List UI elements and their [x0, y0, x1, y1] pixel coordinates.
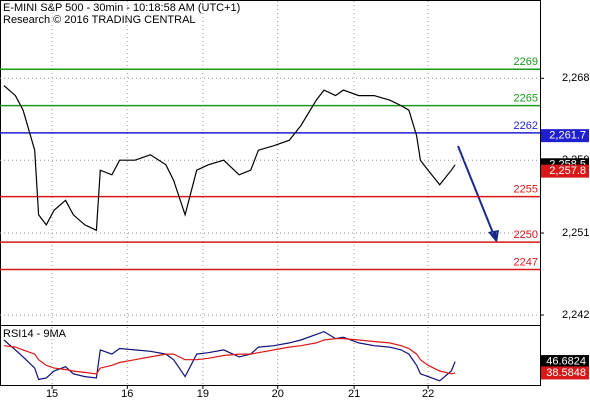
- price-marker: [541, 164, 589, 178]
- series-line: [3, 338, 456, 375]
- chart-subtitle: Research © 2016 TRADING CENTRAL: [3, 14, 196, 26]
- y-tick-label: 2,268: [562, 72, 590, 84]
- price-marker: [541, 355, 589, 369]
- x-tick-label: 19: [197, 388, 209, 400]
- price-marker-label: 2,257.8: [549, 165, 586, 177]
- price-panel: [0, 0, 541, 326]
- price-marker-label: 46.6824: [546, 355, 586, 367]
- x-tick-label: 20: [272, 388, 284, 400]
- price-marker-label: 2,261.7: [549, 130, 586, 142]
- x-tick-label: 21: [348, 388, 360, 400]
- level-label: 2255: [514, 184, 538, 196]
- y-tick-label: 2,251: [562, 227, 590, 239]
- series-line: [3, 330, 456, 382]
- price-marker-label: 38.5848: [546, 367, 586, 379]
- level-label: 2269: [514, 56, 538, 68]
- level-label: 2247: [514, 256, 538, 268]
- level-label: 2250: [514, 229, 538, 241]
- x-tick-label: 16: [121, 388, 133, 400]
- rsi-panel: [0, 325, 541, 386]
- x-tick-label: 22: [422, 388, 434, 400]
- chart-title: E-MINI S&P 500 - 30min - 10:18:58 AM (UT…: [3, 2, 240, 14]
- price-marker: [541, 366, 589, 380]
- projection-arrow: [457, 145, 496, 239]
- level-label: 2262: [514, 120, 538, 132]
- y-tick-label: 2,242: [562, 309, 590, 321]
- x-tick-label: 15: [46, 388, 58, 400]
- arrow-head: [488, 230, 499, 243]
- price-marker: [541, 129, 589, 143]
- level-label: 2265: [514, 93, 538, 105]
- series-line: [3, 85, 456, 232]
- rsi-title: RSI14 - 9MA: [3, 328, 67, 340]
